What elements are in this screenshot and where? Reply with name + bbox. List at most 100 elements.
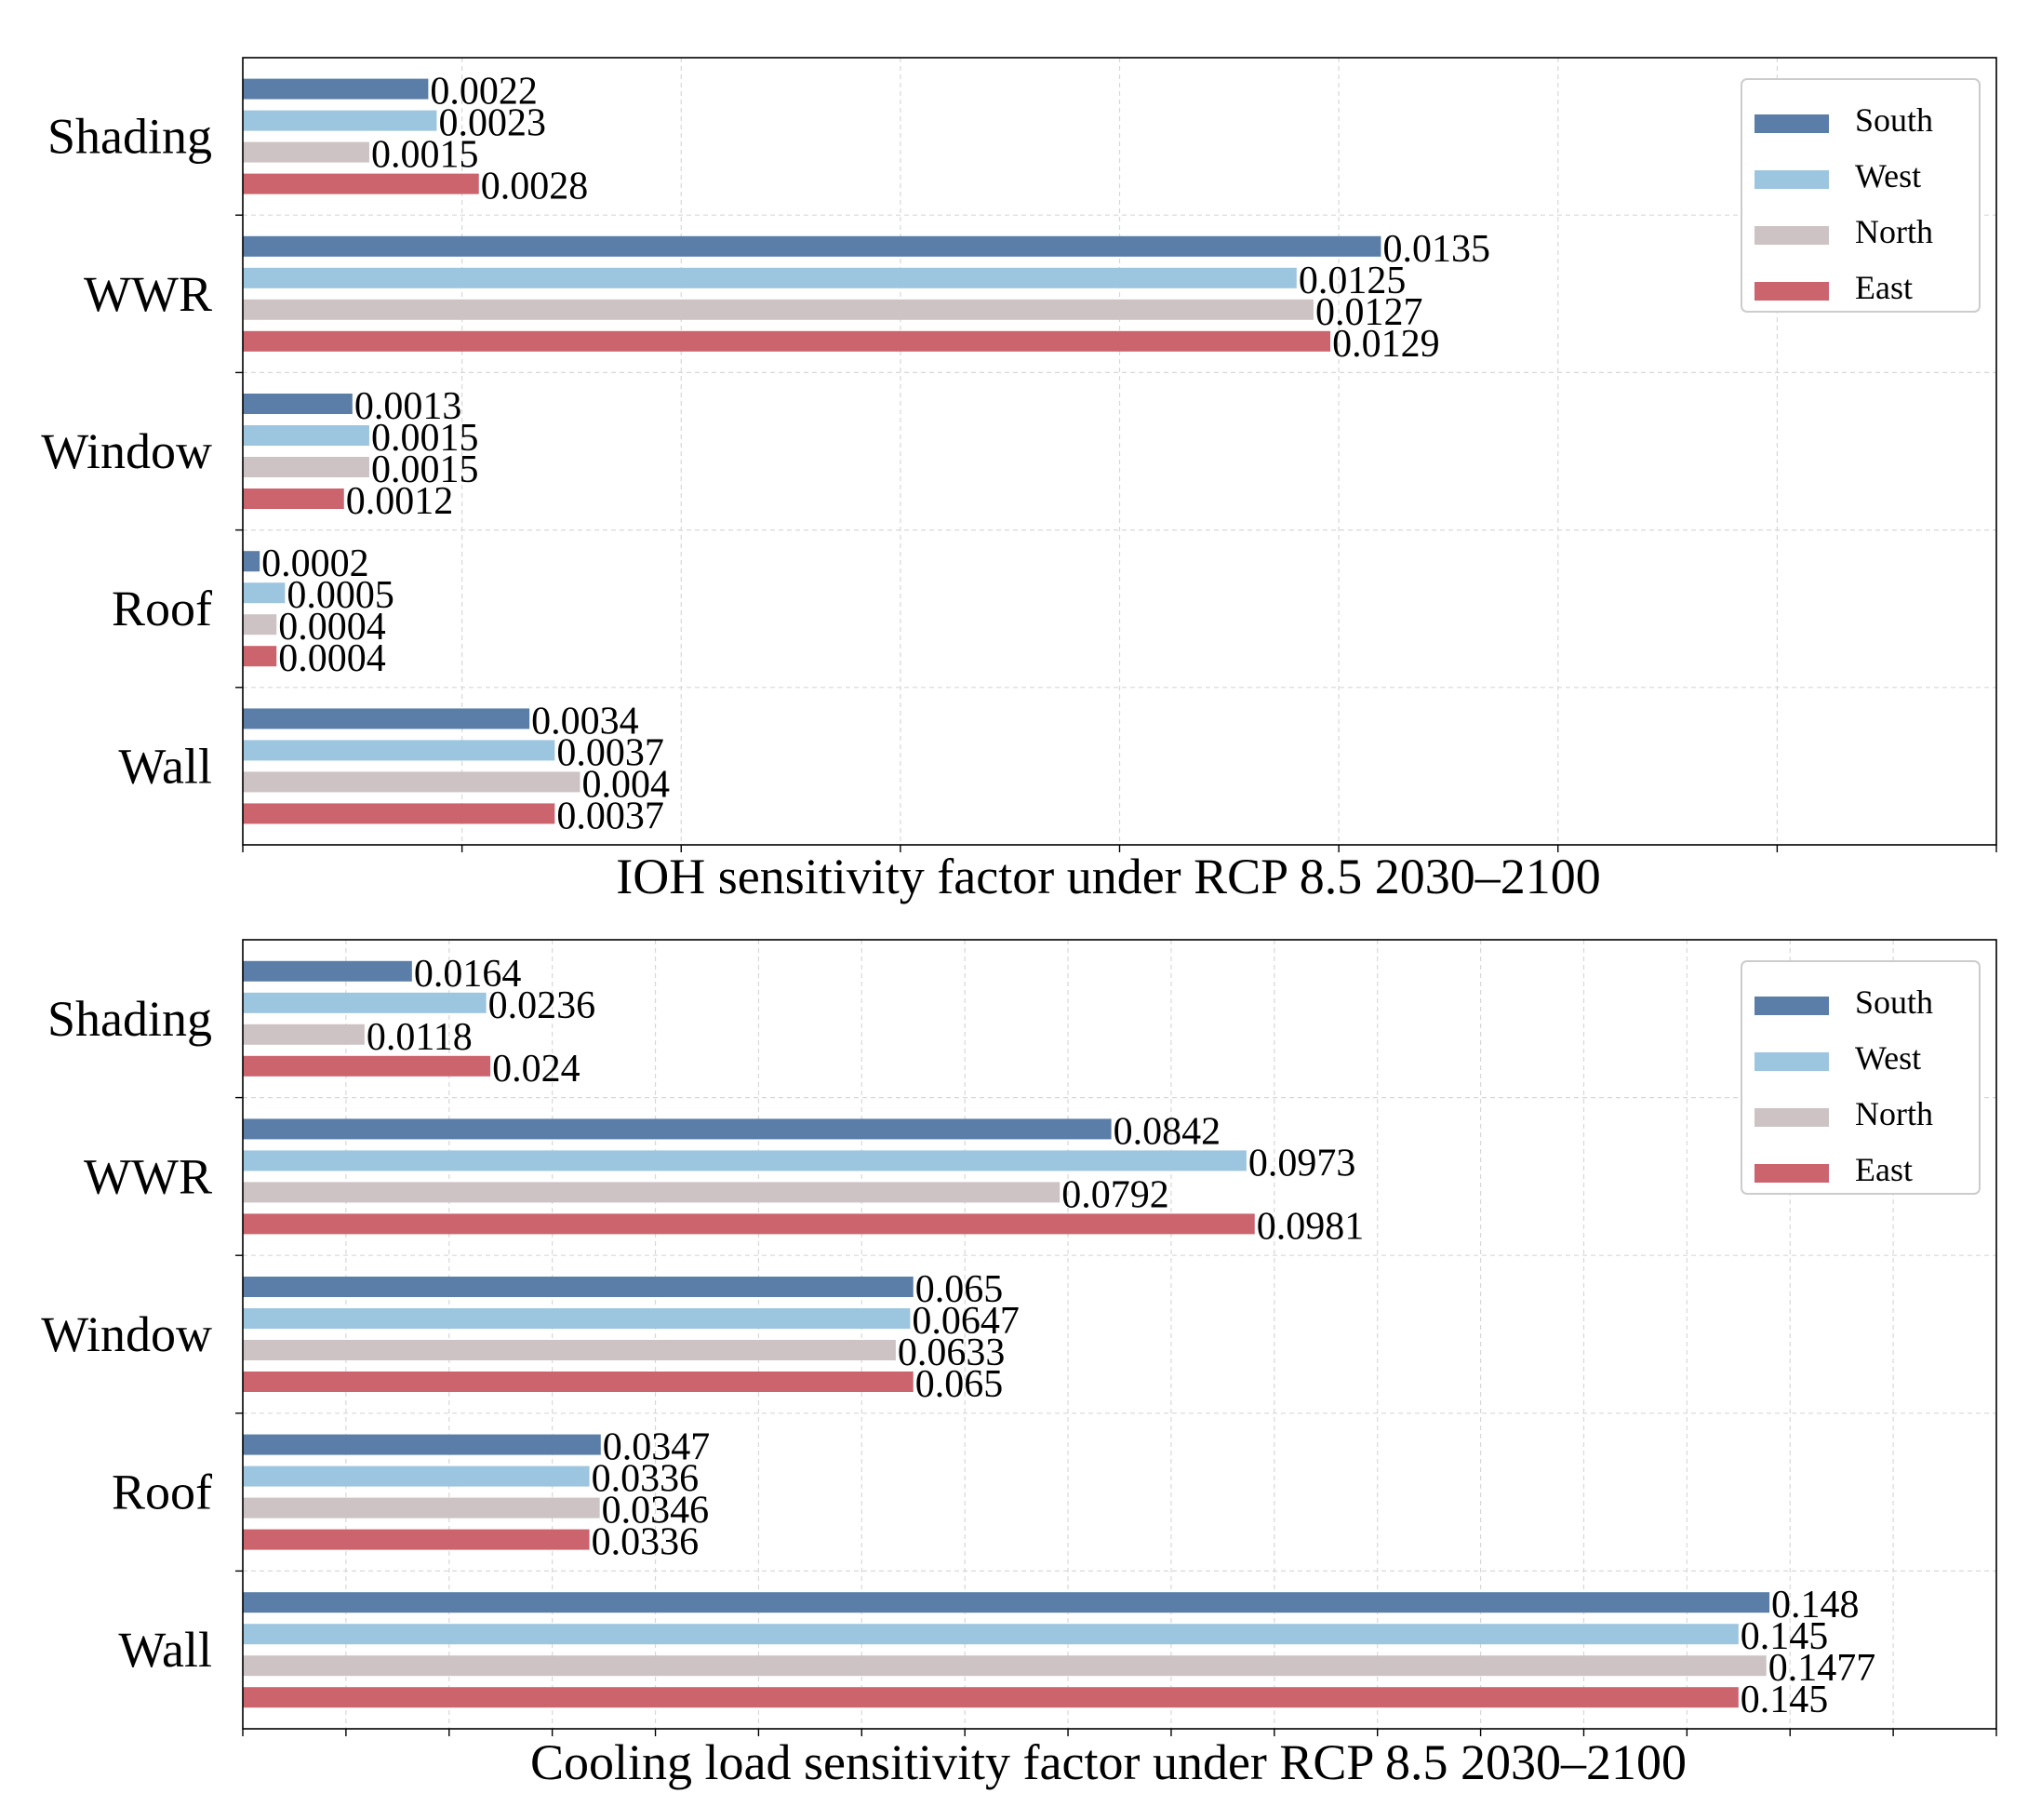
data-label-east-wall: 0.0037 [556, 795, 664, 837]
legend-swatch-north [1754, 1108, 1829, 1127]
bar-east-wwr [243, 1213, 1255, 1235]
bar-east-window [243, 1372, 914, 1392]
category-label-roof: Roof [112, 581, 212, 636]
data-label-south-shading: 0.0164 [414, 953, 522, 996]
bar-east-wwr [243, 330, 1331, 352]
bar-west-shading [243, 110, 437, 131]
legend-box [1741, 78, 1981, 313]
data-label-south-roof: 0.0002 [261, 542, 369, 585]
data-label-north-wwr: 0.0127 [1315, 291, 1423, 334]
bar-west-roof [243, 1465, 590, 1487]
data-label-west-wwr: 0.0125 [1299, 260, 1407, 302]
legend-label-east: East [1855, 1151, 1913, 1188]
data-label-west-window: 0.0647 [912, 1300, 1020, 1343]
bar-north-window [243, 1340, 896, 1360]
bar-north-wall [243, 1655, 1767, 1677]
bar-north-shading [243, 1024, 365, 1045]
legend-swatch-east [1754, 1164, 1829, 1183]
data-label-south-wwr: 0.0842 [1114, 1110, 1221, 1153]
bar-west-wall [243, 740, 555, 761]
data-label-south-shading: 0.0022 [430, 71, 538, 114]
category-label-window: Window [41, 1306, 212, 1362]
legend-label-south: South [1855, 101, 1933, 139]
data-label-south-roof: 0.0347 [603, 1426, 711, 1469]
data-label-west-shading: 0.0236 [488, 984, 596, 1027]
data-label-south-wall: 0.148 [1771, 1584, 1860, 1626]
bar-south-shading [243, 960, 412, 982]
category-label-roof: Roof [112, 1465, 212, 1520]
data-label-east-wwr: 0.0981 [1257, 1205, 1365, 1248]
bar-south-wall [243, 708, 530, 729]
bar-north-wall [243, 771, 580, 793]
bar-north-roof [243, 1497, 600, 1519]
plot-frame [242, 939, 1997, 1730]
category-label-wwr: WWR [84, 1148, 212, 1204]
data-label-west-roof: 0.0005 [287, 574, 394, 617]
legend-label-east: East [1855, 269, 1913, 306]
bar-south-window [243, 394, 353, 414]
category-label-wall: Wall [118, 1622, 212, 1678]
legend-label-west: West [1855, 1039, 1921, 1077]
legend-label-south: South [1855, 984, 1933, 1021]
data-label-north-shading: 0.0118 [367, 1016, 473, 1059]
ioh-sensitivity-chart: Shading0.00220.00230.00150.0028WWR0.0135… [41, 57, 1997, 904]
bar-west-wwr [243, 1150, 1247, 1171]
plot-frame [242, 57, 1997, 846]
category-label-window: Window [41, 423, 212, 479]
data-label-north-wwr: 0.0792 [1061, 1173, 1169, 1216]
category-label-wall: Wall [118, 738, 212, 794]
bar-south-wall [243, 1592, 1770, 1613]
data-label-south-wall: 0.0034 [531, 700, 639, 743]
data-label-north-shading: 0.0015 [371, 134, 479, 177]
data-label-west-wall: 0.145 [1741, 1615, 1829, 1658]
bar-south-roof [243, 551, 260, 572]
legend-swatch-west [1754, 170, 1829, 189]
legend-swatch-south [1754, 997, 1829, 1015]
data-label-east-window: 0.065 [915, 1363, 1004, 1406]
category-label-shading: Shading [47, 991, 212, 1047]
data-label-north-wall: 0.004 [582, 763, 671, 806]
bar-south-shading [243, 78, 429, 100]
x-axis-title: IOH sensitivity factor under RCP 8.5 203… [616, 849, 1600, 904]
bar-north-window [243, 457, 369, 477]
bar-east-shading [243, 1055, 491, 1077]
data-label-east-roof: 0.0336 [592, 1521, 700, 1564]
bar-west-window [243, 1308, 911, 1329]
bar-south-wwr [243, 235, 1381, 257]
legend-swatch-south [1754, 114, 1829, 133]
data-label-north-roof: 0.0346 [602, 1490, 710, 1532]
legend-label-north: North [1855, 213, 1933, 250]
data-label-north-wall: 0.1477 [1768, 1647, 1876, 1690]
data-label-east-wall: 0.145 [1741, 1679, 1829, 1721]
bar-south-wwr [243, 1118, 1112, 1140]
bar-west-wall [243, 1624, 1739, 1645]
bar-east-wall [243, 803, 555, 824]
bar-south-roof [243, 1434, 601, 1455]
bar-north-shading [243, 141, 369, 163]
bar-south-window [243, 1277, 914, 1297]
data-label-west-wall: 0.0037 [556, 731, 664, 774]
bar-north-roof [243, 614, 277, 636]
data-label-west-roof: 0.0336 [592, 1458, 700, 1501]
data-label-east-wwr: 0.0129 [1332, 323, 1440, 366]
category-label-wwr: WWR [84, 266, 212, 322]
data-label-south-wwr: 0.0135 [1382, 228, 1490, 271]
bar-west-shading [243, 992, 487, 1013]
data-label-south-window: 0.0013 [354, 385, 462, 428]
legend-box [1741, 960, 1981, 1195]
legend-swatch-west [1754, 1052, 1829, 1071]
data-label-west-shading: 0.0023 [438, 102, 546, 145]
data-label-west-window: 0.0015 [371, 417, 479, 460]
bar-west-roof [243, 582, 286, 604]
bar-east-window [243, 488, 344, 509]
bar-north-wwr [243, 1182, 1061, 1203]
legend-swatch-north [1754, 226, 1829, 245]
bar-west-window [243, 425, 369, 446]
data-label-east-roof: 0.0004 [278, 637, 386, 680]
data-label-west-wwr: 0.0973 [1248, 1142, 1356, 1184]
category-label-shading: Shading [47, 109, 212, 165]
bar-east-roof [243, 1529, 590, 1550]
legend-label-north: North [1855, 1095, 1933, 1132]
